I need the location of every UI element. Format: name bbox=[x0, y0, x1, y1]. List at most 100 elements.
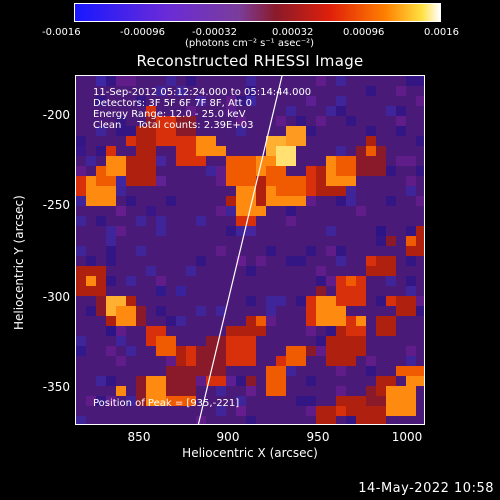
map-pixel bbox=[306, 96, 316, 106]
emission-pixel bbox=[376, 376, 386, 386]
emission-pixel bbox=[366, 146, 376, 156]
map-pixel bbox=[236, 406, 246, 416]
map-pixel bbox=[216, 206, 226, 216]
map-pixel bbox=[176, 286, 186, 296]
map-pixel bbox=[406, 286, 416, 296]
emission-pixel bbox=[386, 386, 416, 416]
map-pixel bbox=[246, 386, 256, 396]
map-pixel bbox=[156, 176, 166, 186]
map-pixel bbox=[286, 256, 296, 266]
map-pixel bbox=[336, 76, 346, 86]
x-tick-label: 900 bbox=[216, 430, 240, 444]
map-pixel bbox=[266, 306, 276, 316]
map-pixel bbox=[76, 416, 86, 424]
map-pixel bbox=[116, 226, 126, 236]
map-pixel bbox=[376, 226, 386, 236]
emission-pixel bbox=[396, 366, 406, 376]
map-pixel bbox=[386, 106, 396, 116]
map-pixel bbox=[136, 96, 146, 106]
map-pixel bbox=[126, 76, 136, 86]
map-pixel bbox=[396, 106, 406, 116]
map-pixel bbox=[366, 366, 376, 376]
emission-pixel bbox=[156, 116, 176, 136]
emission-pixel bbox=[306, 346, 316, 356]
emission-pixel bbox=[346, 276, 356, 286]
emission-pixel bbox=[286, 346, 306, 366]
map-pixel bbox=[376, 236, 386, 246]
map-pixel bbox=[256, 256, 266, 266]
map-pixel bbox=[126, 346, 136, 356]
map-pixel bbox=[396, 126, 406, 136]
map-pixel bbox=[326, 276, 336, 286]
map-pixel bbox=[76, 246, 86, 256]
emission-pixel bbox=[376, 256, 396, 276]
map-pixel bbox=[106, 276, 116, 286]
emission-pixel bbox=[386, 296, 396, 306]
emission-pixel bbox=[356, 316, 366, 326]
map-pixel bbox=[286, 216, 296, 226]
map-pixel bbox=[336, 106, 346, 116]
map-pixel bbox=[86, 396, 96, 406]
map-pixel bbox=[136, 246, 146, 256]
map-pixel bbox=[306, 406, 316, 416]
map-pixel bbox=[236, 116, 246, 126]
emission-pixel bbox=[416, 226, 424, 236]
emission-pixel bbox=[86, 276, 96, 286]
map-pixel bbox=[76, 216, 86, 226]
map-pixel bbox=[116, 176, 126, 186]
map-pixel bbox=[316, 116, 326, 126]
map-pixel bbox=[106, 376, 116, 386]
map-pixel bbox=[386, 276, 396, 286]
map-pixel bbox=[366, 126, 376, 136]
map-pixel bbox=[336, 146, 346, 156]
map-pixel bbox=[286, 206, 296, 216]
map-pixel bbox=[346, 186, 356, 196]
peak-pixel bbox=[286, 126, 306, 146]
map-pixel bbox=[226, 206, 236, 216]
rhessi-image bbox=[75, 75, 425, 425]
map-pixel bbox=[106, 256, 116, 266]
map-pixel bbox=[336, 256, 346, 266]
map-pixel bbox=[406, 186, 416, 196]
map-pixel bbox=[406, 356, 416, 366]
map-pixel bbox=[76, 346, 86, 356]
colorbar bbox=[74, 3, 441, 22]
map-pixel bbox=[76, 336, 86, 346]
map-pixel bbox=[216, 176, 226, 186]
emission-pixel bbox=[406, 366, 416, 376]
emission-pixel bbox=[406, 236, 416, 246]
map-pixel bbox=[86, 256, 96, 266]
emission-pixel bbox=[316, 286, 326, 296]
map-pixel bbox=[336, 246, 346, 256]
map-pixel bbox=[396, 116, 406, 126]
map-pixel bbox=[196, 376, 206, 386]
map-pixel bbox=[86, 156, 96, 166]
map-pixel bbox=[106, 346, 116, 356]
map-pixel bbox=[296, 296, 306, 306]
energy-range-label: Energy Range: 12.0 - 25.0 keV bbox=[93, 109, 246, 120]
map-pixel bbox=[166, 316, 176, 326]
map-pixel bbox=[96, 376, 106, 386]
colorbar-tick-label: 0.00032 bbox=[272, 27, 314, 38]
map-pixel bbox=[366, 356, 376, 366]
emission-pixel bbox=[136, 146, 156, 166]
map-pixel bbox=[76, 196, 86, 206]
map-pixel bbox=[106, 326, 116, 336]
map-pixel bbox=[216, 406, 226, 416]
map-pixel bbox=[196, 216, 206, 226]
map-pixel bbox=[116, 186, 126, 196]
map-pixel bbox=[226, 96, 236, 106]
map-pixel bbox=[416, 136, 424, 146]
map-pixel bbox=[196, 96, 206, 106]
map-pixel bbox=[116, 206, 126, 216]
map-pixel bbox=[246, 86, 256, 96]
map-pixel bbox=[246, 76, 256, 86]
map-pixel bbox=[246, 296, 256, 306]
map-pixel bbox=[306, 326, 316, 336]
map-pixel bbox=[276, 116, 286, 126]
map-pixel bbox=[306, 196, 316, 206]
x-tick-label: 850 bbox=[127, 430, 151, 444]
emission-pixel bbox=[156, 336, 176, 356]
map-pixel bbox=[306, 126, 316, 136]
map-pixel bbox=[126, 276, 136, 286]
